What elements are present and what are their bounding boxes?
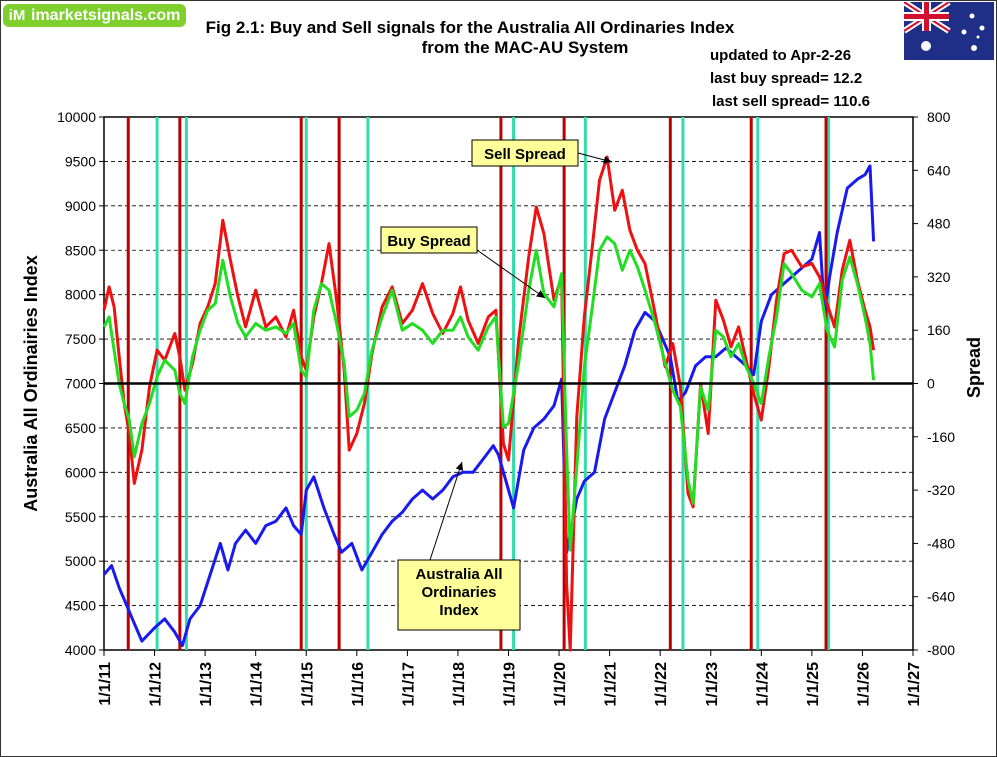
x-tick-label: 1/1/26 bbox=[855, 662, 872, 707]
y2-axis-title: Spread bbox=[964, 337, 984, 398]
x-tick-label: 1/1/16 bbox=[350, 662, 367, 707]
right-tick-label: -160 bbox=[927, 429, 955, 445]
site-logo[interactable]: iM imarketsignals.com bbox=[3, 4, 186, 27]
left-tick-label: 9000 bbox=[65, 198, 96, 214]
last-sell-spread-label: last sell spread= 110.6 bbox=[712, 93, 871, 110]
left-tick-label: 5000 bbox=[65, 553, 96, 569]
right-tick-label: 800 bbox=[927, 109, 951, 125]
sell-spread-annotation-box bbox=[471, 139, 579, 167]
right-tick-label: 160 bbox=[927, 322, 951, 338]
index-annotation-box bbox=[397, 559, 521, 631]
sell-spread-annotation-arrowhead bbox=[603, 156, 612, 164]
x-tick-label: 1/1/15 bbox=[299, 662, 316, 707]
index-annotation-text: Ordinaries bbox=[421, 584, 496, 601]
x-tick-label: 1/1/14 bbox=[249, 662, 266, 707]
logo-mark-icon: iM bbox=[8, 7, 26, 24]
right-tick-label: -640 bbox=[927, 589, 955, 605]
left-tick-label: 10000 bbox=[57, 109, 96, 125]
left-tick-label: 7500 bbox=[65, 331, 96, 347]
x-tick-label: 1/1/22 bbox=[653, 662, 670, 707]
right-tick-label: 320 bbox=[927, 269, 951, 285]
x-tick-label: 1/1/12 bbox=[148, 662, 165, 707]
x-tick-label: 1/1/18 bbox=[451, 662, 468, 707]
left-tick-label: 9500 bbox=[65, 153, 96, 169]
left-tick-label: 6500 bbox=[65, 420, 96, 436]
buy-spread-annotation-leader bbox=[476, 249, 546, 299]
buy-spread-annotation-box bbox=[380, 226, 478, 254]
x-tick-label: 1/1/19 bbox=[502, 662, 519, 707]
x-tick-label: 1/1/27 bbox=[906, 662, 923, 707]
index-annotation-leader bbox=[429, 461, 463, 561]
left-tick-label: 8000 bbox=[65, 287, 96, 303]
x-tick-label: 1/1/24 bbox=[754, 662, 771, 707]
x-tick-label: 1/1/21 bbox=[603, 662, 620, 707]
chart-title-line2: from the MAC-AU System bbox=[421, 38, 629, 57]
right-tick-label: 0 bbox=[927, 376, 935, 392]
buy-spread-annotation-text: Buy Spread bbox=[387, 233, 470, 250]
left-tick-label: 8500 bbox=[65, 242, 96, 258]
index-annotation-text: Index bbox=[439, 602, 479, 619]
left-tick-label: 5500 bbox=[65, 509, 96, 525]
left-tick-label: 4500 bbox=[65, 598, 96, 614]
left-tick-label: 6000 bbox=[65, 464, 96, 480]
index-annotation-arrowhead bbox=[455, 462, 464, 471]
australia-flag-icon bbox=[904, 2, 994, 60]
buy-spread-annotation-arrowhead bbox=[536, 290, 545, 298]
right-tick-label: -480 bbox=[927, 535, 955, 551]
x-tick-label: 1/1/17 bbox=[400, 662, 417, 707]
updated-label: updated to Apr-2-26 bbox=[710, 47, 852, 64]
right-tick-label: -320 bbox=[927, 482, 955, 498]
left-tick-label: 7000 bbox=[65, 376, 96, 392]
index-series-line bbox=[102, 164, 876, 648]
buy-spread-line bbox=[102, 235, 876, 552]
right-tick-label: -800 bbox=[927, 642, 955, 658]
right-tick-label: 480 bbox=[927, 216, 951, 232]
y-axis-title: Australia All Ordinairies Index bbox=[21, 255, 41, 511]
left-tick-label: 4000 bbox=[65, 642, 96, 658]
x-tick-label: 1/1/23 bbox=[704, 662, 721, 707]
x-tick-label: 1/1/11 bbox=[97, 662, 114, 706]
x-tick-label: 1/1/20 bbox=[552, 662, 569, 707]
chart-title-line1: Fig 2.1: Buy and Sell signals for the Au… bbox=[205, 18, 735, 37]
right-tick-label: 640 bbox=[927, 162, 951, 178]
x-tick-label: 1/1/25 bbox=[805, 662, 822, 707]
last-buy-spread-label: last buy spread= 12.2 bbox=[710, 70, 863, 87]
logo-text: imarketsignals.com bbox=[31, 6, 181, 24]
index-annotation-text: Australia All bbox=[416, 566, 503, 583]
sell-spread-annotation-text: Sell Spread bbox=[484, 146, 566, 163]
x-tick-label: 1/1/13 bbox=[198, 662, 215, 707]
